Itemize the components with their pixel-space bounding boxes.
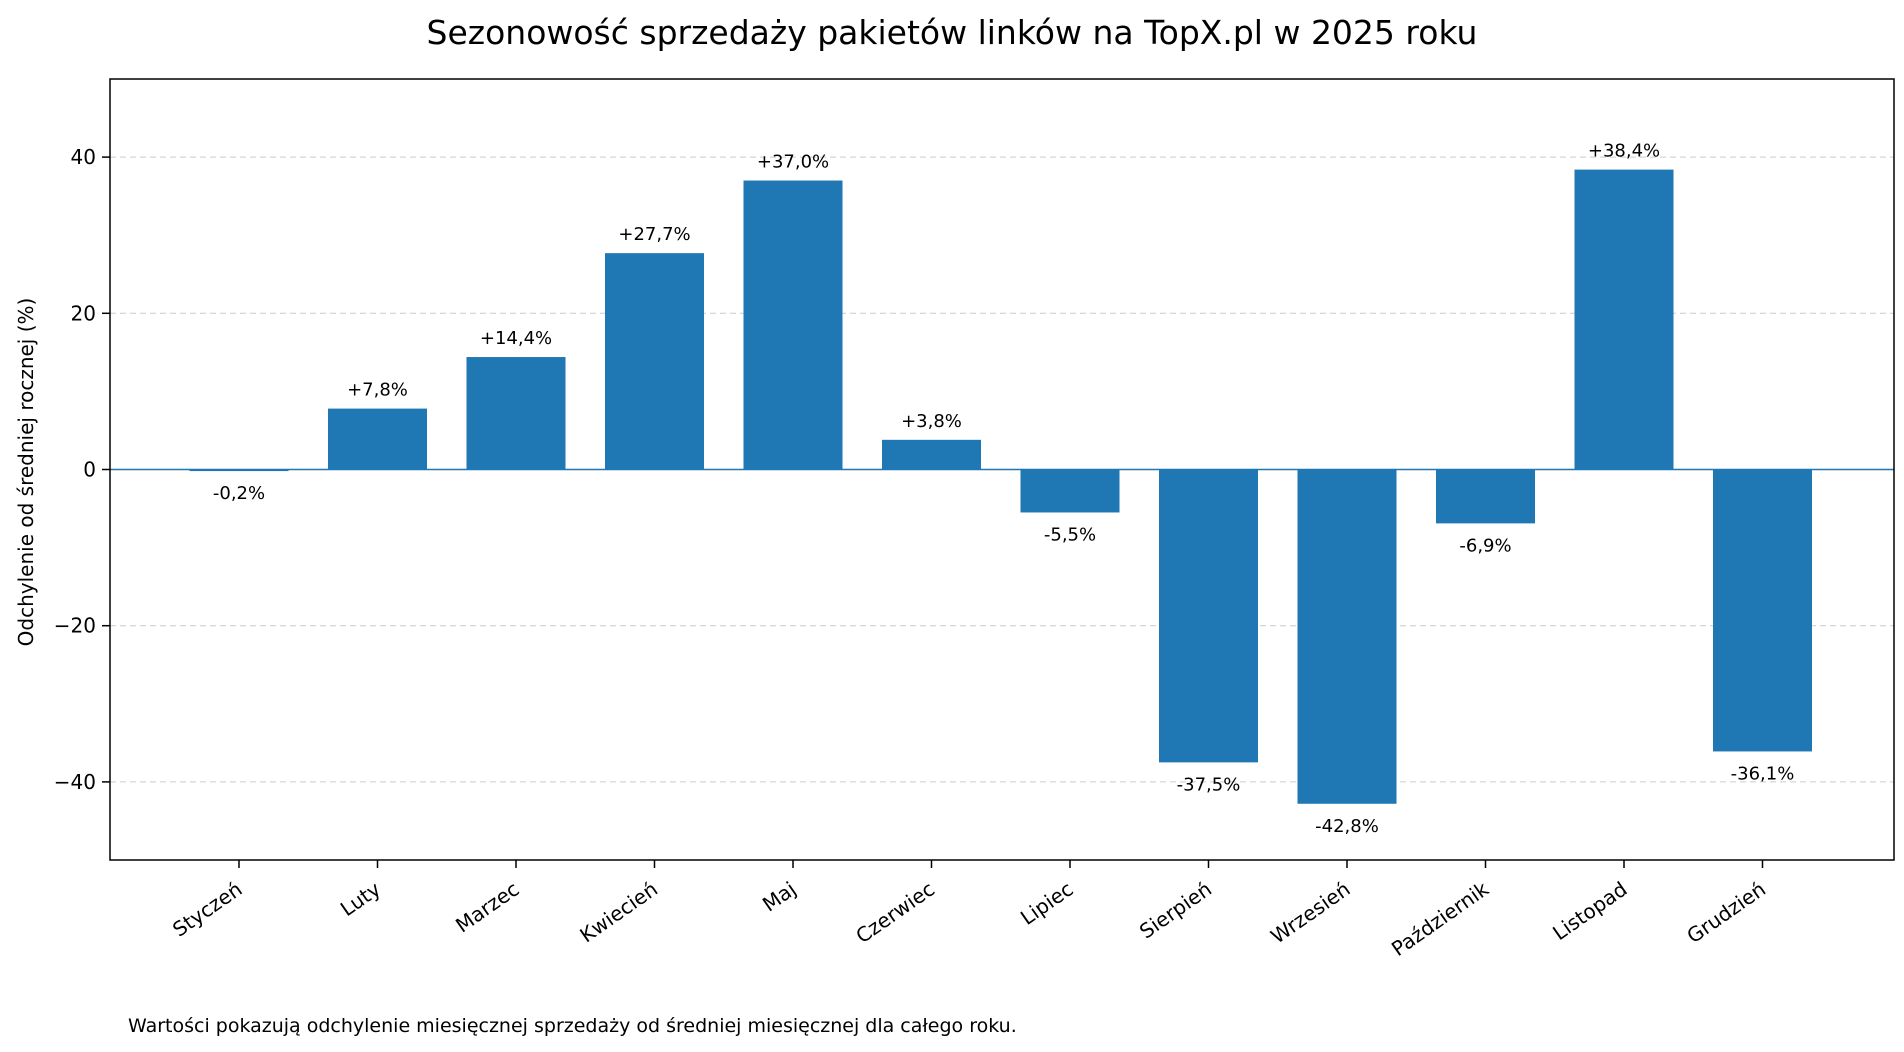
bar (882, 439, 981, 470)
chart-title: Sezonowość sprzedaży pakietów linków na … (427, 13, 1478, 52)
data-label: +3,8% (901, 411, 962, 432)
x-tick-label: Sierpień (1135, 877, 1216, 944)
data-label: +27,7% (618, 224, 690, 245)
x-tick-label: Luty (336, 877, 385, 922)
data-label: -6,9% (1459, 535, 1511, 556)
bar (1713, 469, 1812, 752)
y-tick-label: 40 (71, 145, 96, 169)
bar (328, 408, 427, 470)
y-tick-label: −20 (54, 614, 96, 638)
bars (189, 169, 1812, 804)
data-label: +7,8% (347, 380, 408, 401)
footnote: Wartości pokazują odchylenie miesięcznej… (128, 1015, 1017, 1037)
bar (189, 469, 289, 472)
x-axis: Styczeń Luty Marzec Kwiecień Maj Czerwiec Lipi… (168, 860, 1770, 961)
bar (605, 253, 704, 470)
y-axis: 40 20 0 −20 −40 (54, 145, 110, 794)
data-label: +14,4% (480, 328, 552, 349)
gridlines (110, 156, 1894, 783)
data-label: -5,5% (1044, 524, 1096, 545)
data-label: -0,2% (213, 483, 265, 504)
x-tick-label: Grudzień (1682, 877, 1770, 948)
bar (1574, 169, 1674, 470)
bar (466, 357, 566, 470)
y-tick-label: 20 (71, 301, 96, 325)
bar (1020, 469, 1120, 513)
x-tick-label: Czerwiec (851, 877, 939, 948)
data-label: -42,8% (1315, 816, 1379, 837)
x-tick-label: Kwiecień (575, 877, 662, 948)
x-tick-label: Wrzesień (1266, 877, 1354, 949)
data-labels: -0,2% +7,8% +14,4% +27,7% +37,0% +3,8% -5,5% -3… (213, 141, 1794, 837)
data-label: +37,0% (757, 152, 829, 173)
x-tick-label: Styczeń (168, 877, 246, 942)
data-label: +38,4% (1588, 141, 1660, 162)
bar (1436, 469, 1535, 524)
x-tick-label: Maj (758, 877, 801, 917)
x-tick-label: Lipiec (1016, 877, 1077, 930)
bar (1159, 469, 1258, 763)
y-axis-label: Odchylenie od średniej rocznej (%) (14, 298, 38, 647)
data-label: -37,5% (1177, 774, 1241, 795)
x-tick-label: Październik (1387, 876, 1493, 961)
data-label: -36,1% (1731, 763, 1795, 784)
bar (1297, 469, 1397, 804)
x-tick-label: Marzec (451, 877, 523, 938)
x-tick-label: Listopad (1548, 877, 1631, 945)
bar (743, 180, 843, 470)
y-tick-label: 0 (83, 458, 96, 482)
y-tick-label: −40 (54, 770, 96, 794)
